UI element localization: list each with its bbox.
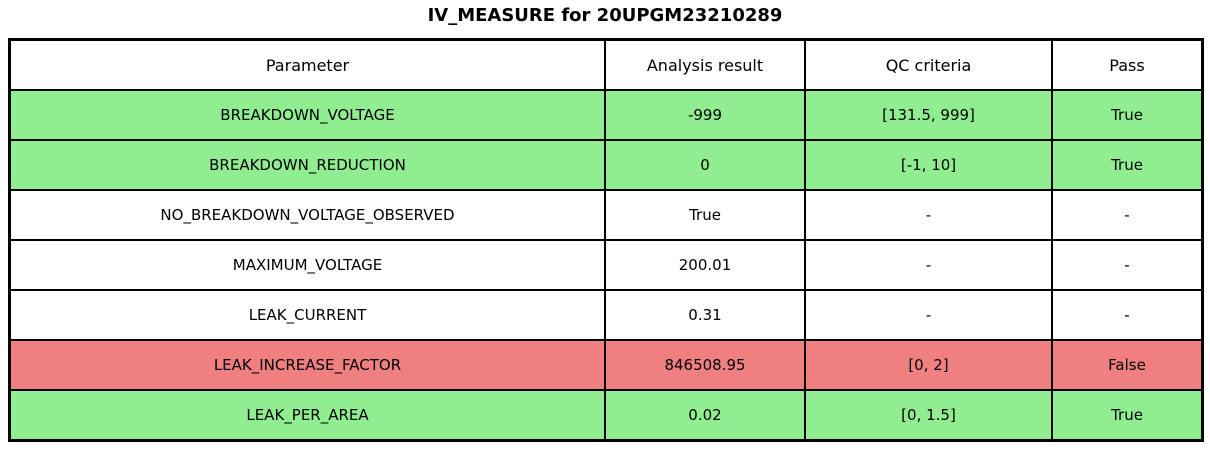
cell-qc-criteria: [0, 2] <box>805 340 1052 390</box>
cell-analysis-result: -999 <box>605 90 805 140</box>
cell-analysis-result: True <box>605 190 805 240</box>
header-cell-pass: Pass <box>1052 40 1202 90</box>
cell-pass: False <box>1052 340 1202 390</box>
cell-qc-criteria: [-1, 10] <box>805 140 1052 190</box>
cell-analysis-result: 0.31 <box>605 290 805 340</box>
cell-qc-criteria: - <box>805 290 1052 340</box>
cell-pass: True <box>1052 140 1202 190</box>
cell-pass: - <box>1052 240 1202 290</box>
cell-parameter: LEAK_CURRENT <box>10 290 605 340</box>
cell-analysis-result: 0 <box>605 140 805 190</box>
cell-parameter: LEAK_PER_AREA <box>10 390 605 440</box>
cell-pass: - <box>1052 290 1202 340</box>
cell-analysis-result: 0.02 <box>605 390 805 440</box>
cell-qc-criteria: - <box>805 190 1052 240</box>
cell-pass: True <box>1052 390 1202 440</box>
cell-qc-criteria: [131.5, 999] <box>805 90 1052 140</box>
header-cell-parameter: Parameter <box>10 40 605 90</box>
cell-pass: True <box>1052 90 1202 140</box>
cell-parameter: BREAKDOWN_REDUCTION <box>10 140 605 190</box>
cell-parameter: MAXIMUM_VOLTAGE <box>10 240 605 290</box>
cell-analysis-result: 200.01 <box>605 240 805 290</box>
cell-parameter: LEAK_INCREASE_FACTOR <box>10 340 605 390</box>
iv-measure-table: Parameter Analysis result QC criteria Pa… <box>8 38 1204 442</box>
figure-title: IV_MEASURE for 20UPGM23210289 <box>427 5 783 26</box>
cell-qc-criteria: - <box>805 240 1052 290</box>
cell-qc-criteria: [0, 1.5] <box>805 390 1052 440</box>
cell-parameter: NO_BREAKDOWN_VOLTAGE_OBSERVED <box>10 190 605 240</box>
cell-parameter: BREAKDOWN_VOLTAGE <box>10 90 605 140</box>
header-cell-qc-criteria: QC criteria <box>805 40 1052 90</box>
cell-analysis-result: 846508.95 <box>605 340 805 390</box>
cell-pass: - <box>1052 190 1202 240</box>
header-cell-analysis-result: Analysis result <box>605 40 805 90</box>
